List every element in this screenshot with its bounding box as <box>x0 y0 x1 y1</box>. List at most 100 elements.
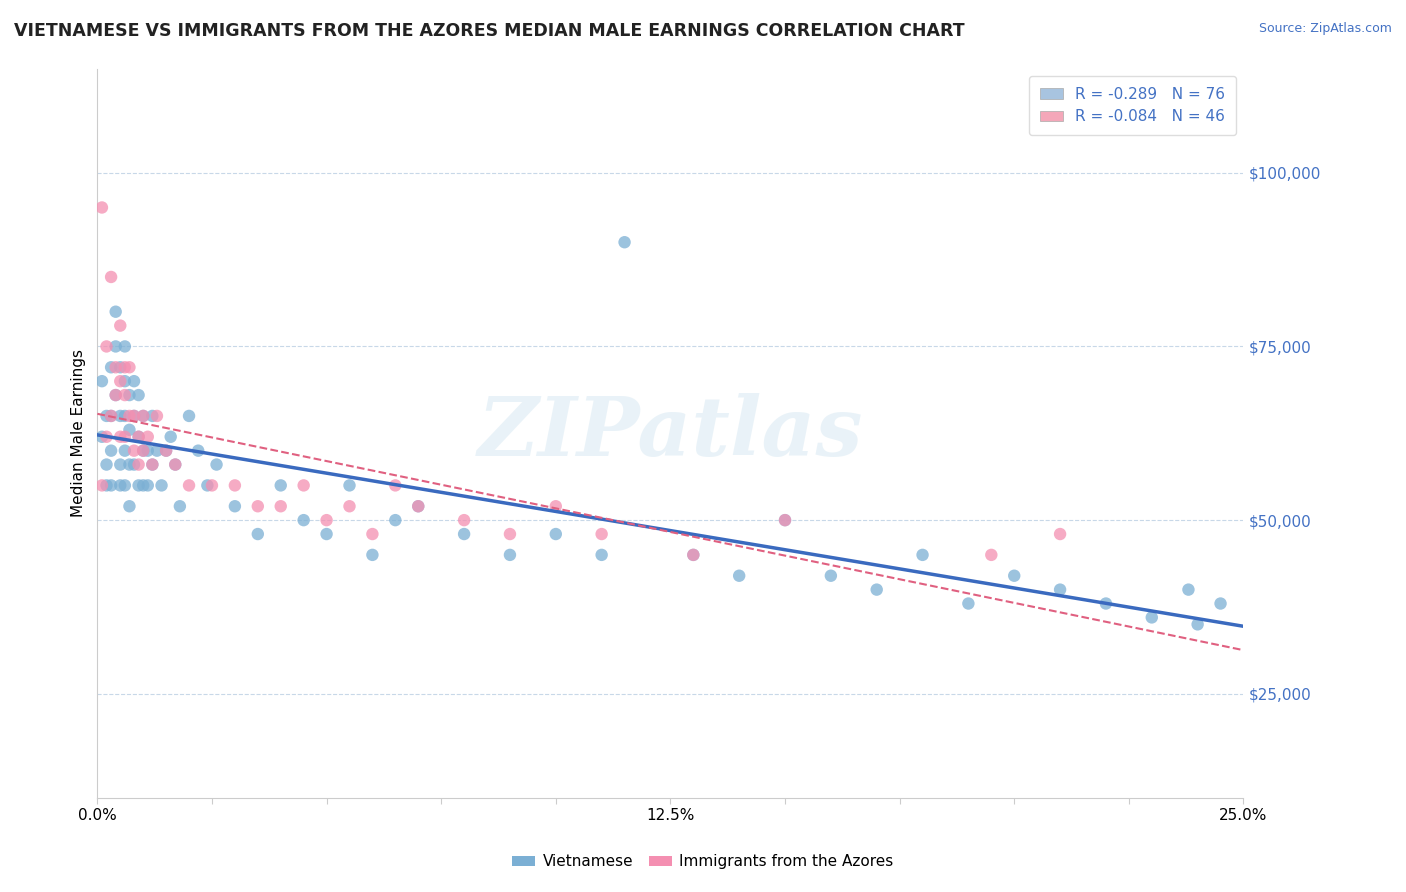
Point <box>957 597 980 611</box>
Point <box>292 513 315 527</box>
Point <box>118 360 141 375</box>
Point <box>406 500 429 514</box>
Point <box>104 388 127 402</box>
Point <box>980 548 1002 562</box>
Point <box>270 500 292 514</box>
Point <box>1049 582 1071 597</box>
Y-axis label: Median Male Earnings: Median Male Earnings <box>72 350 86 517</box>
Point <box>165 458 187 472</box>
Point <box>544 527 567 541</box>
Point <box>384 478 406 492</box>
Point <box>100 269 122 284</box>
Point <box>100 409 122 423</box>
Point <box>100 478 122 492</box>
Point <box>165 458 187 472</box>
Point <box>114 388 136 402</box>
Point <box>110 318 132 333</box>
Point <box>118 409 141 423</box>
Point <box>911 548 934 562</box>
Point <box>613 235 636 250</box>
Point <box>114 374 136 388</box>
Point <box>91 374 114 388</box>
Point <box>114 443 136 458</box>
Point <box>110 478 132 492</box>
Point <box>128 430 150 444</box>
Point <box>114 409 136 423</box>
Point <box>591 548 613 562</box>
Point <box>453 527 475 541</box>
Point <box>499 527 522 541</box>
Point <box>1187 617 1209 632</box>
Point <box>96 339 118 353</box>
Point <box>122 443 145 458</box>
Point <box>104 388 127 402</box>
Point <box>315 527 337 541</box>
Point <box>110 374 132 388</box>
Text: VIETNAMESE VS IMMIGRANTS FROM THE AZORES MEDIAN MALE EARNINGS CORRELATION CHART: VIETNAMESE VS IMMIGRANTS FROM THE AZORES… <box>14 22 965 40</box>
Point <box>104 339 127 353</box>
Point <box>820 568 842 582</box>
Point <box>187 443 209 458</box>
Point <box>122 409 145 423</box>
Point <box>1140 610 1163 624</box>
Point <box>141 458 163 472</box>
Point <box>177 478 200 492</box>
Point <box>773 513 796 527</box>
Point <box>96 409 118 423</box>
Point <box>866 582 889 597</box>
Point <box>100 443 122 458</box>
Text: Source: ZipAtlas.com: Source: ZipAtlas.com <box>1258 22 1392 36</box>
Point <box>118 423 141 437</box>
Point <box>96 478 118 492</box>
Point <box>146 443 169 458</box>
Point <box>146 409 169 423</box>
Point <box>136 443 159 458</box>
Point <box>270 478 292 492</box>
Point <box>132 443 155 458</box>
Point <box>128 478 150 492</box>
Point <box>361 548 384 562</box>
Point <box>1049 527 1071 541</box>
Point <box>114 339 136 353</box>
Point <box>128 388 150 402</box>
Point <box>315 513 337 527</box>
Point <box>132 478 155 492</box>
Point <box>136 478 159 492</box>
Point <box>177 409 200 423</box>
Point <box>128 430 150 444</box>
Point <box>339 478 361 492</box>
Point <box>773 513 796 527</box>
Point <box>141 409 163 423</box>
Text: ZIPatlas: ZIPatlas <box>478 393 863 474</box>
Point <box>110 430 132 444</box>
Legend: R = -0.289   N = 76, R = -0.084   N = 46: R = -0.289 N = 76, R = -0.084 N = 46 <box>1029 76 1236 136</box>
Point <box>114 478 136 492</box>
Point <box>682 548 704 562</box>
Point <box>205 458 228 472</box>
Point <box>384 513 406 527</box>
Point <box>128 458 150 472</box>
Point <box>155 443 177 458</box>
Legend: Vietnamese, Immigrants from the Azores: Vietnamese, Immigrants from the Azores <box>506 848 900 875</box>
Point <box>91 478 114 492</box>
Point <box>682 548 704 562</box>
Point <box>155 443 177 458</box>
Point <box>96 430 118 444</box>
Point <box>122 409 145 423</box>
Point <box>246 500 269 514</box>
Point <box>132 409 155 423</box>
Point <box>100 409 122 423</box>
Point <box>159 430 181 444</box>
Point <box>110 409 132 423</box>
Point <box>195 478 218 492</box>
Point <box>1095 597 1118 611</box>
Point <box>224 478 246 492</box>
Point <box>150 478 173 492</box>
Point <box>110 360 132 375</box>
Point <box>96 458 118 472</box>
Point <box>169 500 191 514</box>
Point <box>1002 568 1025 582</box>
Point <box>104 360 127 375</box>
Point <box>91 430 114 444</box>
Point <box>110 458 132 472</box>
